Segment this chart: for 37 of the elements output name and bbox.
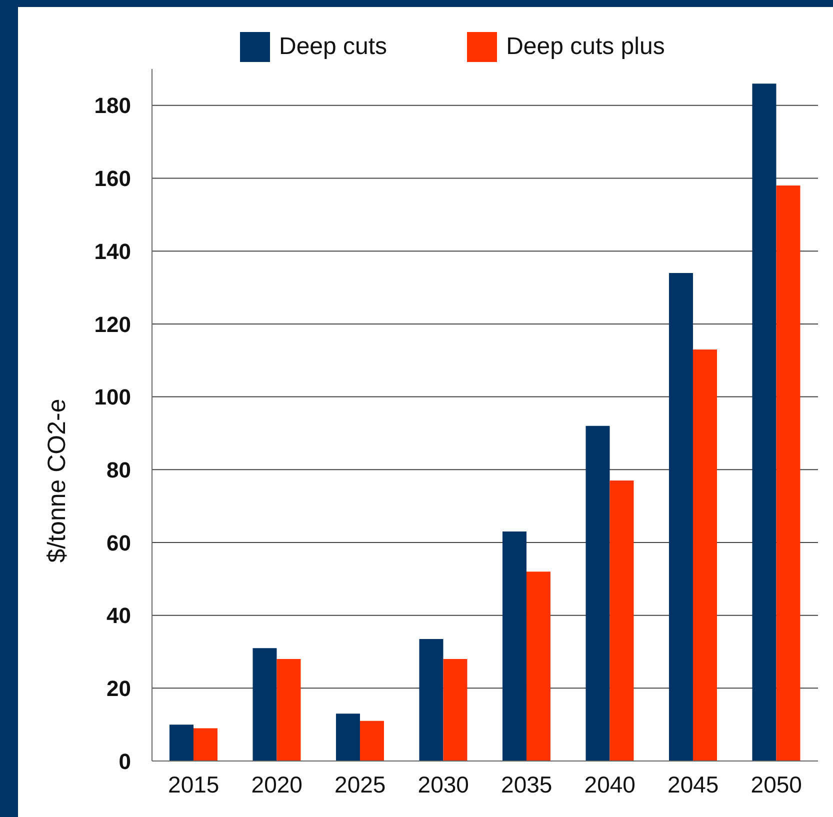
bar [610, 480, 634, 761]
bar [692, 349, 717, 761]
x-tick-label: 2025 [334, 771, 386, 798]
x-tick-label: 2030 [418, 771, 469, 798]
bar [193, 728, 218, 761]
bar [276, 659, 301, 761]
y-tick-label: 160 [94, 166, 131, 192]
bar [336, 714, 360, 761]
x-tick-label: 2050 [750, 771, 802, 798]
bar [586, 426, 610, 761]
bar [502, 532, 526, 761]
y-tick-label: 120 [94, 312, 131, 337]
bar [776, 186, 800, 761]
y-tick-label: 60 [106, 530, 131, 556]
legend-label: Deep cuts [279, 33, 388, 61]
y-axis-title: $/tonne CO2-e [43, 398, 71, 563]
x-tick-label: 2035 [501, 771, 552, 798]
bar [419, 638, 444, 761]
y-tick-label: 100 [94, 384, 131, 410]
bar [443, 659, 468, 761]
y-tick-label: 80 [106, 457, 131, 482]
bar [752, 84, 776, 761]
bar [668, 272, 693, 761]
bar [526, 572, 550, 761]
y-tick-label: 140 [94, 238, 131, 264]
x-tick-label: 2020 [251, 771, 302, 798]
legend-label: Deep cuts plus [506, 33, 665, 61]
bar [169, 724, 194, 761]
y-tick-label: 0 [118, 748, 131, 774]
y-tick-label: 180 [94, 93, 131, 118]
y-tick-label: 20 [106, 676, 131, 701]
bar [252, 648, 277, 761]
x-tick-label: 2040 [584, 771, 636, 798]
x-tick-label: 2045 [668, 771, 719, 798]
bar [360, 720, 384, 761]
x-tick-label: 2015 [168, 771, 220, 798]
y-tick-label: 40 [106, 603, 131, 628]
